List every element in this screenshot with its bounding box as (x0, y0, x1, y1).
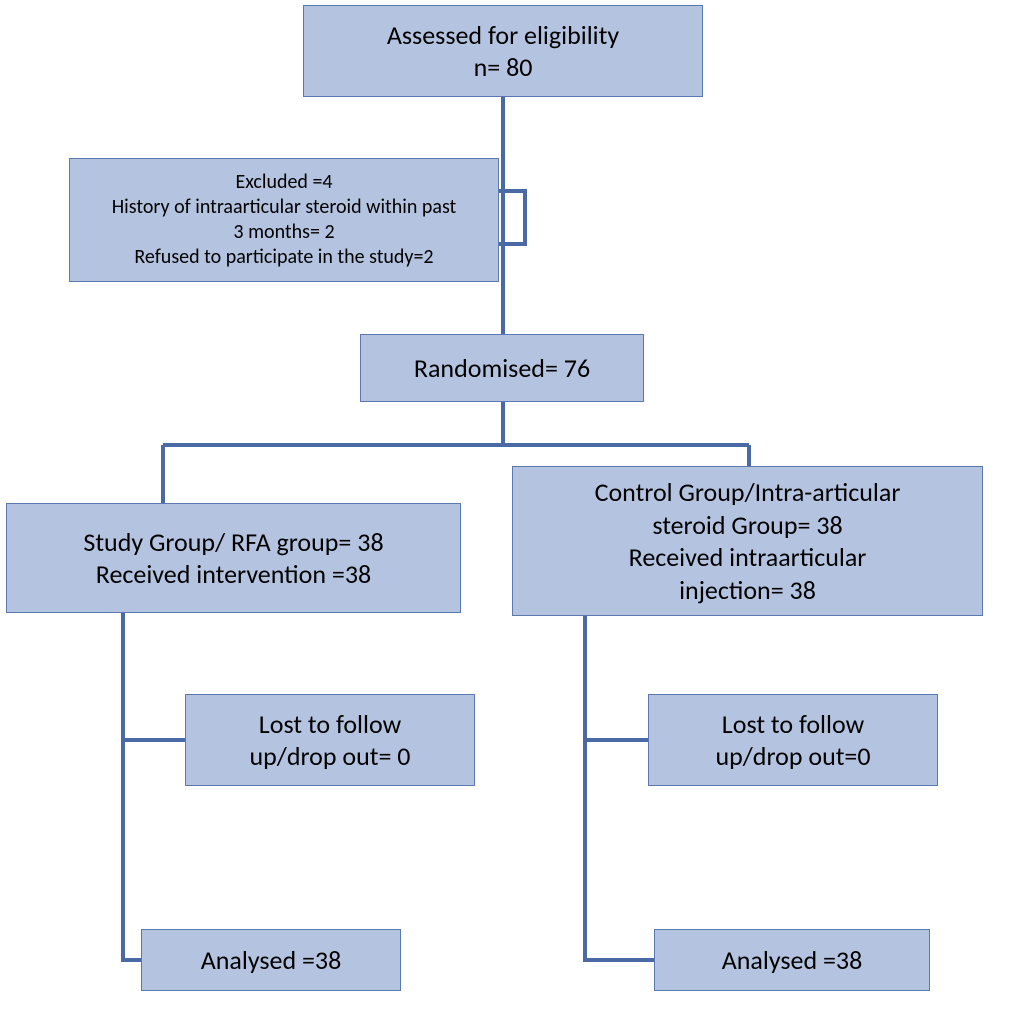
node-study_group-line: Received intervention =38 (96, 558, 371, 591)
edge (123, 613, 185, 740)
node-control_group: Control Group/Intra-articularsteroid Gro… (512, 466, 983, 616)
node-excluded: Excluded =4History of intraarticular ste… (69, 158, 499, 282)
node-study_analysed-line: Analysed =38 (201, 944, 342, 977)
node-assessed: Assessed for eligibilityn= 80 (303, 5, 703, 97)
node-randomised-line: Randomised= 76 (414, 352, 590, 385)
node-excluded-line: History of intraarticular steroid within… (112, 195, 457, 220)
edge (499, 191, 525, 244)
node-assessed-line: Assessed for eligibility (387, 19, 619, 52)
edge (585, 616, 648, 740)
node-control_group-line: Control Group/Intra-articular (595, 476, 901, 509)
node-randomised: Randomised= 76 (360, 334, 644, 402)
node-study_lost-line: Lost to follow (259, 708, 401, 741)
node-excluded-line: 3 months= 2 (233, 220, 334, 245)
node-assessed-line: n= 80 (474, 51, 533, 84)
node-control_group-line: Received intraarticular (629, 541, 867, 574)
node-control_lost: Lost to followup/drop out=0 (648, 694, 938, 786)
node-study_lost: Lost to followup/drop out= 0 (185, 694, 475, 786)
node-excluded-line: Excluded =4 (235, 170, 332, 195)
node-control_lost-line: up/drop out=0 (715, 740, 870, 773)
node-control_lost-line: Lost to follow (722, 708, 864, 741)
node-study_group: Study Group/ RFA group= 38Received inter… (6, 503, 461, 613)
node-control_analysed-line: Analysed =38 (722, 944, 863, 977)
node-study_lost-line: up/drop out= 0 (249, 740, 410, 773)
edge (123, 740, 141, 960)
edge (585, 740, 654, 960)
node-control_group-line: injection= 38 (679, 574, 816, 607)
node-study_group-line: Study Group/ RFA group= 38 (83, 526, 383, 559)
node-excluded-line: Refused to participate in the study=2 (134, 245, 433, 270)
node-study_analysed: Analysed =38 (141, 929, 401, 991)
node-control_group-line: steroid Group= 38 (652, 509, 842, 542)
node-control_analysed: Analysed =38 (654, 929, 930, 991)
flowchart-canvas: Assessed for eligibilityn= 80 Excluded =4… (0, 0, 1013, 1027)
